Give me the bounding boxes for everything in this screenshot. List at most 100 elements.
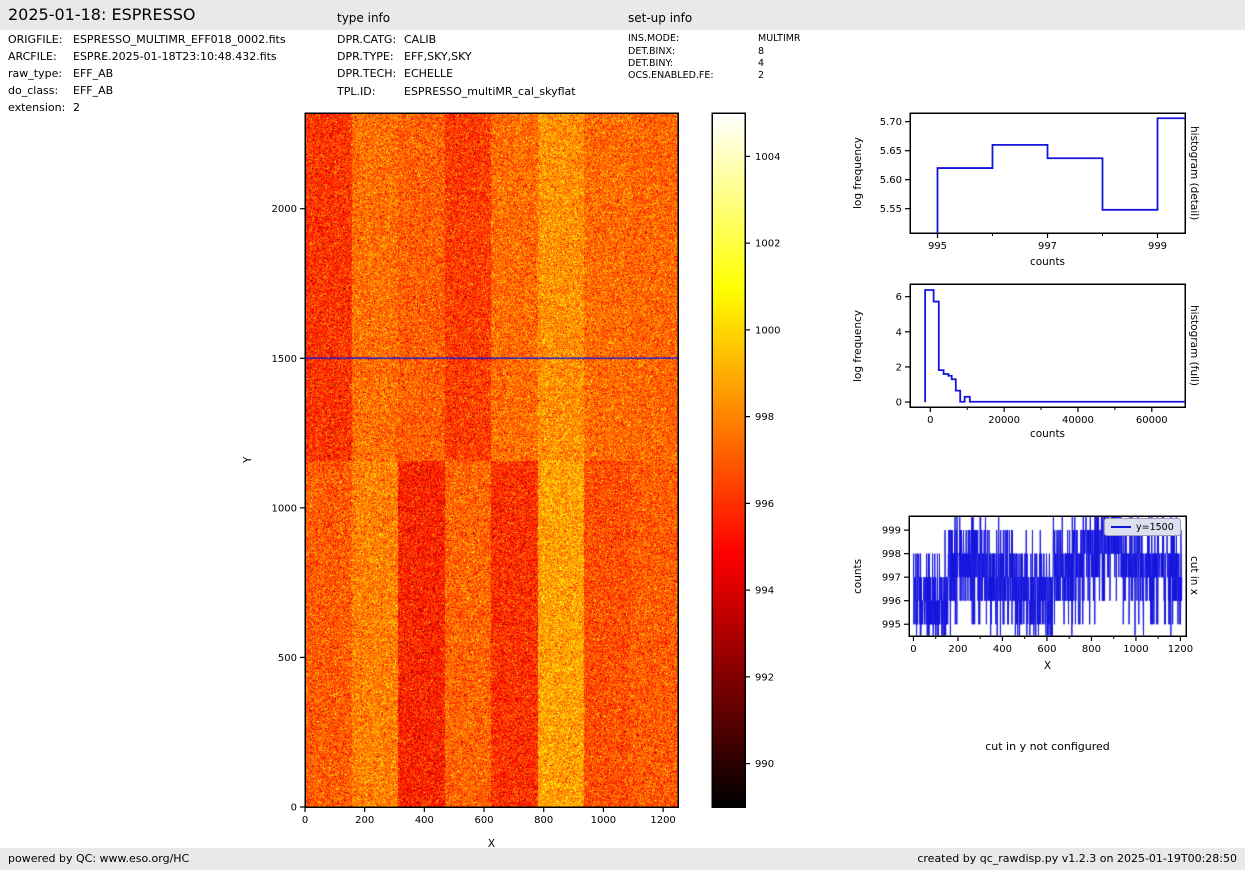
legend-line-sample [1111, 526, 1131, 528]
colorbar-tick-label: 990 [755, 759, 774, 770]
cut-in-y-note: cut in y not configured [985, 740, 1110, 753]
x-tick-label: 40000 [1062, 415, 1094, 426]
extension-value: 2 [73, 101, 80, 114]
x-tick-label: 400 [993, 644, 1012, 655]
axes-box [909, 112, 1186, 234]
y-tick-label: 997 [882, 573, 901, 584]
x-tick-label: 0 [927, 415, 933, 426]
ocs-fe-label: OCS.ENABLED.FE: [628, 70, 714, 81]
det-binx-label: DET.BINX: [628, 46, 676, 57]
dpr-type-value: EFF,SKY,SKY [404, 50, 472, 63]
x-tick-label: 995 [928, 241, 947, 252]
type-info-header: type info [337, 11, 391, 25]
main-xaxis-label: X [487, 838, 496, 850]
dpr-tech-label: DPR.TECH: [337, 67, 397, 80]
y-tick-label: 500 [278, 653, 297, 664]
doclass-label: do_class: [8, 84, 59, 97]
y-tick-label: 0 [291, 803, 297, 814]
x-tick-label: 60000 [1136, 415, 1168, 426]
footer-bar [0, 848, 1245, 870]
colorbar [712, 113, 745, 807]
tpl-id-value: ESPRESSO_multiMR_cal_skyflat [404, 85, 576, 98]
x-tick-label: 400 [415, 815, 434, 826]
y-tick-label: 6 [896, 292, 902, 303]
cut-yaxis-label: counts [852, 558, 864, 594]
cut-xaxis-label: X [1043, 660, 1052, 672]
step-curve [924, 289, 1185, 403]
dpr-type-label: DPR.TYPE: [337, 50, 394, 63]
x-tick-label: 200 [355, 815, 374, 826]
x-tick-label: 1000 [591, 815, 616, 826]
legend-label: y=1500 [1136, 521, 1174, 533]
dpr-catg-value: CALIB [404, 33, 437, 46]
ins-mode-value: MULTIMR [758, 33, 801, 44]
rawtype-label: raw_type: [8, 67, 63, 80]
arcfile-value: ESPRE.2025-01-18T23:10:48.432.fits [73, 50, 277, 63]
footer-left: powered by QC: www.eso.org/HC [8, 852, 190, 865]
x-tick-label: 800 [1082, 644, 1101, 655]
x-tick-label: 997 [1038, 241, 1057, 252]
setup-info-header: set-up info [628, 11, 693, 25]
x-tick-label: 1200 [1168, 644, 1193, 655]
y-tick-label: 5.65 [880, 146, 902, 157]
step-curve [936, 117, 1185, 233]
colorbar-tick-label: 998 [755, 412, 774, 423]
colorbar-tick-label: 996 [755, 499, 774, 510]
rawtype-value: EFF_AB [73, 67, 114, 80]
y-tick-label: 1000 [272, 503, 297, 514]
colorbar-tick-label: 992 [755, 672, 774, 683]
hist-full-yaxis-label: log frequency [852, 309, 864, 382]
x-tick-label: 200 [948, 644, 967, 655]
y-tick-label: 1500 [272, 354, 297, 365]
origfile-label: ORIGFILE: [8, 33, 63, 46]
x-tick-label: 1200 [650, 815, 675, 826]
det-biny-label: DET.BINY: [628, 58, 674, 69]
cut-legend: y=1500 [1104, 518, 1181, 536]
raw-image-heatmap [305, 113, 678, 807]
origfile-value: ESPRESSO_MULTIMR_EFF018_0002.fits [73, 33, 286, 46]
x-tick-label: 1000 [1123, 644, 1148, 655]
y-tick-label: 5.70 [880, 117, 902, 128]
hist-detail-side-label: histogram (detail) [1188, 125, 1200, 221]
footer-right: created by qc_rawdisp.py v1.2.3 on 2025-… [917, 852, 1237, 865]
y-tick-label: 2000 [272, 204, 297, 215]
hist-detail-yaxis-label: log frequency [852, 137, 864, 210]
colorbar-tick-label: 1004 [755, 152, 780, 163]
x-tick-label: 999 [1148, 241, 1167, 252]
axes-box [909, 283, 1186, 408]
ins-mode-label: INS.MODE: [628, 33, 680, 44]
y-tick-label: 5.55 [880, 204, 902, 215]
hist-full-xaxis-label: counts [1029, 428, 1066, 440]
arcfile-label: ARCFILE: [8, 50, 57, 63]
y-tick-label: 0 [896, 398, 902, 409]
x-tick-label: 800 [534, 815, 553, 826]
x-tick-label: 600 [1037, 644, 1056, 655]
colorbar-tick-label: 1000 [755, 325, 780, 336]
dpr-catg-label: DPR.CATG: [337, 33, 397, 46]
x-tick-label: 20000 [988, 415, 1020, 426]
doclass-value: EFF_AB [73, 84, 114, 97]
det-binx-value: 8 [758, 46, 765, 57]
colorbar-tick-label: 1002 [755, 239, 780, 250]
main-yaxis-label: Y [242, 456, 254, 464]
y-tick-label: 999 [882, 526, 901, 537]
dpr-tech-value: ECHELLE [404, 67, 454, 80]
y-tick-label: 995 [882, 620, 901, 631]
hist-detail-xaxis-label: counts [1029, 256, 1066, 268]
x-tick-label: 0 [910, 644, 916, 655]
tpl-id-label: TPL.ID: [337, 85, 376, 98]
ocs-fe-value: 2 [758, 70, 765, 81]
x-tick-label: 600 [474, 815, 493, 826]
y-tick-label: 998 [882, 549, 901, 560]
cut-side-label: cut in x [1188, 556, 1200, 596]
y-tick-label: 996 [882, 596, 901, 607]
hist-full-side-label: histogram (full) [1188, 305, 1200, 386]
y-tick-label: 2 [896, 362, 902, 373]
extension-label: extension: [8, 101, 66, 114]
y-tick-label: 4 [896, 327, 902, 338]
x-tick-label: 0 [302, 815, 308, 826]
header-bar [0, 0, 1245, 30]
det-biny-value: 4 [758, 58, 765, 69]
page-title: 2025-01-18: ESPRESSO [8, 5, 196, 24]
